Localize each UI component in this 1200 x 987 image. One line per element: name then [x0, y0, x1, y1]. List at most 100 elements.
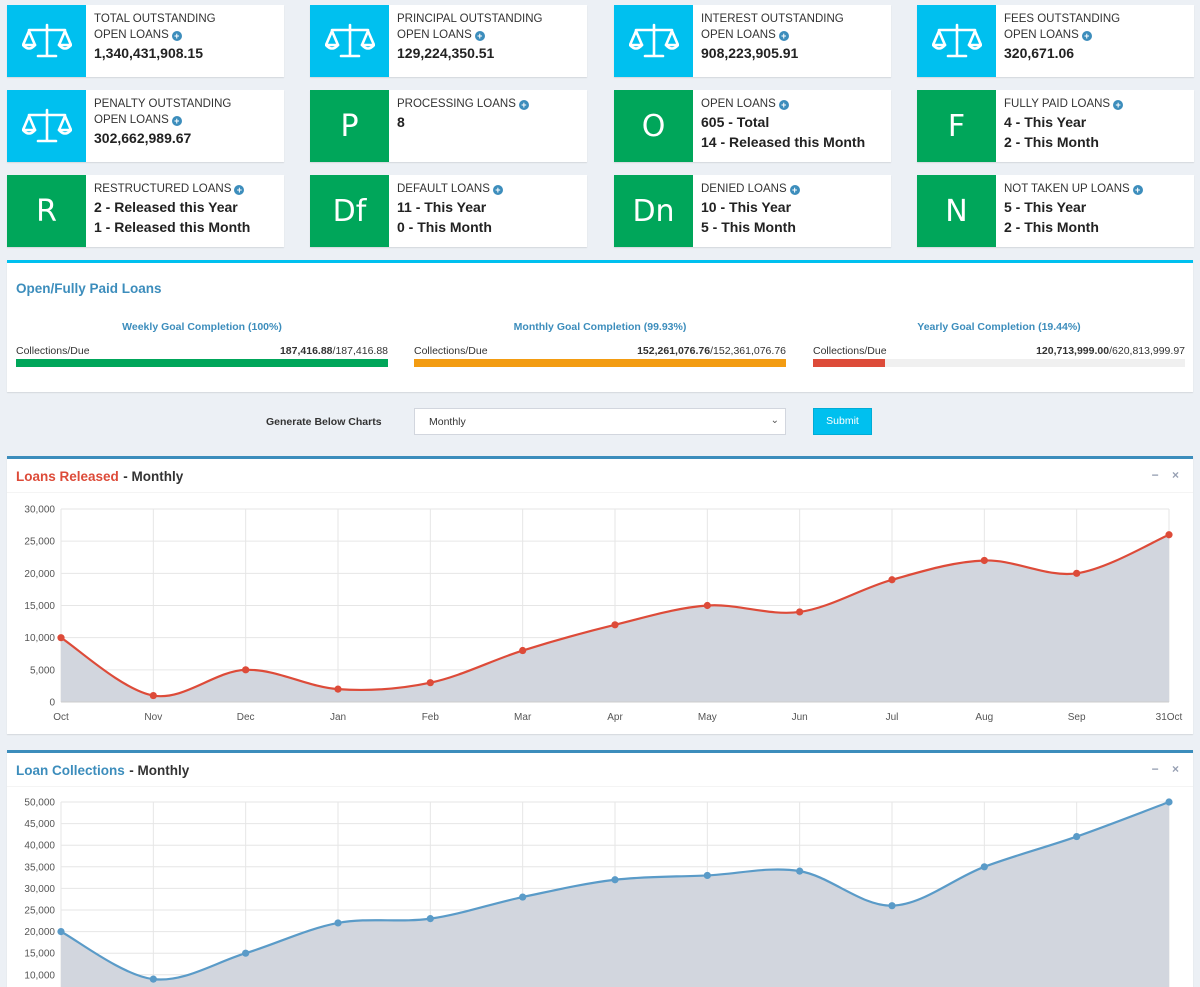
data-point	[242, 666, 250, 674]
tile-title: NOT TAKEN UP LOANS +	[1004, 181, 1143, 197]
y-tick-label: 25,000	[24, 906, 55, 917]
plus-circle-icon[interactable]: +	[778, 100, 789, 110]
plus-circle-icon[interactable]: +	[234, 185, 245, 195]
plus-circle-icon[interactable]: +	[171, 116, 182, 126]
tile-text: DENIED LOANS +10 - This Year 5 - This Mont…	[693, 175, 800, 247]
goal-label: Collections/Due	[813, 345, 887, 357]
tile-title-text: PRINCIPAL OUTSTANDING	[397, 13, 543, 25]
plus-circle-icon[interactable]: +	[518, 100, 529, 110]
x-tick-label: Apr	[607, 712, 623, 723]
period-select[interactable]: Monthly ⌄	[414, 408, 786, 435]
stat-tile: P PROCESSING LOANS +8	[310, 90, 587, 162]
data-point	[334, 685, 342, 693]
stat-tile: O OPEN LOANS +605 - Total 14 - Released thi…	[614, 90, 891, 162]
tile-text: OPEN LOANS +605 - Total 14 - Released this…	[693, 90, 865, 162]
chart-title-suffix: - Monthly	[123, 469, 184, 484]
goal-title: Yearly Goal Completion (19.44%)	[917, 321, 1081, 333]
tile-title: PRINCIPAL OUTSTANDING	[397, 11, 542, 27]
data-point	[1073, 832, 1081, 841]
x-tick-label: Aug	[975, 712, 993, 723]
tile-letter-icon: R	[7, 175, 86, 247]
loan-collections-chart: 10,000 15,000 20,000 25,000 30,000 35,000 40,0…	[24, 798, 1173, 987]
goals-title: Open/Fully Paid Loans	[16, 281, 162, 296]
tile-title-text: RESTRUCTURED LOANS	[94, 183, 232, 195]
tile-title-text: TOTAL OUTSTANDING	[94, 13, 216, 25]
tile-letter-icon: Df	[310, 175, 389, 247]
tile-value: 2 - This Month	[1004, 219, 1099, 235]
plus-circle-icon[interactable]: +	[171, 31, 182, 41]
tile-value: 2 - Released this Year	[94, 199, 238, 215]
loans-released-chart: 0 5,000 10,000 15,000 20,000 25,000 30,000 Oct N…	[24, 505, 1182, 724]
tile-text: PENALTY OUTSTANDING OPEN LOANS +302,662,98…	[86, 90, 231, 162]
chart-title-main: Loan Collections	[16, 763, 125, 778]
tile-text: FEES OUTSTANDING OPEN LOANS +320,671.06	[996, 5, 1120, 77]
plus-circle-icon[interactable]: +	[778, 31, 789, 41]
y-tick-label: 15,000	[24, 601, 55, 612]
plus-circle-icon[interactable]: +	[492, 185, 503, 195]
tile-value: 5 - This Year	[1004, 199, 1087, 215]
tile-title-text: DENIED LOANS	[701, 183, 787, 195]
plus-circle-icon[interactable]: +	[1132, 185, 1143, 195]
series-area	[61, 802, 1169, 987]
stat-tile: PENALTY OUTSTANDING OPEN LOANS +302,662,98…	[7, 90, 284, 162]
x-tick-label: Jan	[330, 712, 346, 723]
tile-letter-icon: F	[917, 90, 996, 162]
stat-tile: TOTAL OUTSTANDING OPEN LOANS +1,340,431,90…	[7, 5, 284, 77]
data-point	[888, 902, 896, 910]
tile-value: 14 - Released this Month	[701, 134, 866, 150]
data-point	[1165, 798, 1173, 806]
tile-title: OPEN LOANS +	[701, 96, 865, 112]
submit-button[interactable]: Submit	[813, 408, 872, 435]
stat-tile: F FULLY PAID LOANS +4 - This Year 2 - This …	[917, 90, 1194, 162]
x-tick-label: Dec	[237, 712, 255, 723]
tile-title-text: FEES OUTSTANDING	[1004, 13, 1121, 25]
plus-circle-icon[interactable]: +	[1113, 100, 1124, 110]
close-icon[interactable]: ×	[1171, 468, 1179, 482]
plus-circle-icon[interactable]: +	[789, 185, 800, 195]
data-point	[703, 871, 711, 880]
goal-progress-bar	[414, 359, 786, 367]
stat-tile: Dn DENIED LOANS +10 - This Year 5 - This Mo…	[614, 175, 891, 247]
minimize-icon[interactable]: −	[1151, 468, 1159, 482]
data-point	[611, 876, 619, 884]
tile-title-text: DEFAULT LOANS	[397, 183, 490, 195]
goal-label: Collections/Due	[414, 345, 488, 357]
stat-tile: INTEREST OUTSTANDING OPEN LOANS +908,223,9…	[614, 5, 891, 77]
minimize-icon[interactable]: −	[1151, 762, 1159, 776]
tile-subtitle: OPEN LOANS +	[397, 27, 542, 43]
tile-value: 11 - This Year	[397, 199, 487, 215]
close-icon[interactable]: ×	[1171, 762, 1179, 776]
tile-subtitle: OPEN LOANS +	[1004, 27, 1120, 43]
plus-circle-icon[interactable]: +	[1081, 31, 1092, 41]
data-point	[426, 915, 434, 923]
data-point	[242, 949, 250, 957]
y-tick-label: 10,000	[24, 970, 55, 981]
goal-collected: 187,416.88	[279, 345, 333, 357]
y-tick-label: 0	[49, 698, 55, 709]
stat-tile: Df DEFAULT LOANS +11 - This Year 0 - This M…	[310, 175, 587, 247]
tile-text: FULLY PAID LOANS +4 - This Year 2 - This M…	[996, 90, 1124, 162]
goal-progress-fill	[813, 359, 886, 367]
tile-value: 2 - This Month	[1004, 134, 1099, 150]
tile-value: 908,223,905.91	[701, 45, 799, 61]
x-tick-label: Jun	[792, 712, 808, 723]
tile-subtitle-text: OPEN LOANS	[94, 114, 169, 126]
tile-text: NOT TAKEN UP LOANS +5 - This Year 2 - This…	[996, 175, 1143, 247]
chart-header: Loan Collections - Monthly − ×	[7, 753, 1193, 787]
y-tick-label: 25,000	[24, 537, 55, 548]
data-point	[57, 928, 65, 936]
tile-value: 1 - Released this Month	[94, 219, 251, 235]
tile-text: TOTAL OUTSTANDING OPEN LOANS +1,340,431,90…	[86, 5, 216, 77]
plus-circle-icon[interactable]: +	[474, 31, 485, 41]
tile-title-text: NOT TAKEN UP LOANS	[1004, 183, 1130, 195]
goal-progress-fill	[16, 359, 388, 367]
data-point	[980, 556, 988, 565]
loan-collections-chart-panel: Loan Collections - Monthly − × 10,000 15,…	[7, 750, 1193, 987]
tile-text: INTEREST OUTSTANDING OPEN LOANS +908,223,9…	[693, 5, 844, 77]
goal-collected: 152,261,076.76	[637, 345, 711, 357]
x-tick-label: May	[698, 712, 717, 723]
tile-title: PROCESSING LOANS +	[397, 96, 529, 112]
data-point	[1165, 531, 1173, 539]
y-tick-label: 45,000	[24, 819, 55, 830]
chart-title-main: Loans Released	[16, 469, 119, 484]
